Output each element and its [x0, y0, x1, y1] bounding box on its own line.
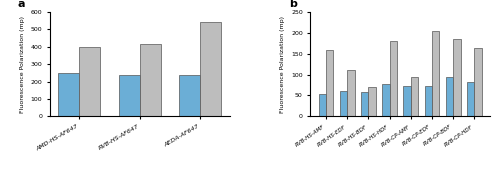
Bar: [467, 82, 474, 116]
Bar: [118, 75, 140, 116]
Bar: [368, 87, 376, 116]
Bar: [58, 73, 80, 116]
Bar: [318, 94, 326, 116]
Bar: [382, 84, 390, 116]
Bar: [411, 77, 418, 116]
Y-axis label: Fluorescence Polarization (mp): Fluorescence Polarization (mp): [20, 16, 25, 113]
Bar: [453, 39, 460, 116]
Bar: [326, 50, 334, 116]
Text: b: b: [289, 0, 296, 9]
Bar: [474, 48, 482, 116]
Bar: [340, 91, 347, 116]
Bar: [140, 44, 161, 116]
Bar: [446, 77, 453, 116]
Bar: [80, 47, 100, 116]
Bar: [179, 75, 201, 116]
Bar: [200, 22, 222, 116]
Bar: [390, 41, 397, 116]
Bar: [404, 86, 411, 116]
Bar: [361, 92, 368, 116]
Bar: [347, 70, 354, 116]
Text: a: a: [18, 0, 25, 9]
Bar: [424, 86, 432, 116]
Bar: [432, 31, 440, 116]
Y-axis label: Fluorescence Polarization (mp): Fluorescence Polarization (mp): [280, 16, 285, 113]
